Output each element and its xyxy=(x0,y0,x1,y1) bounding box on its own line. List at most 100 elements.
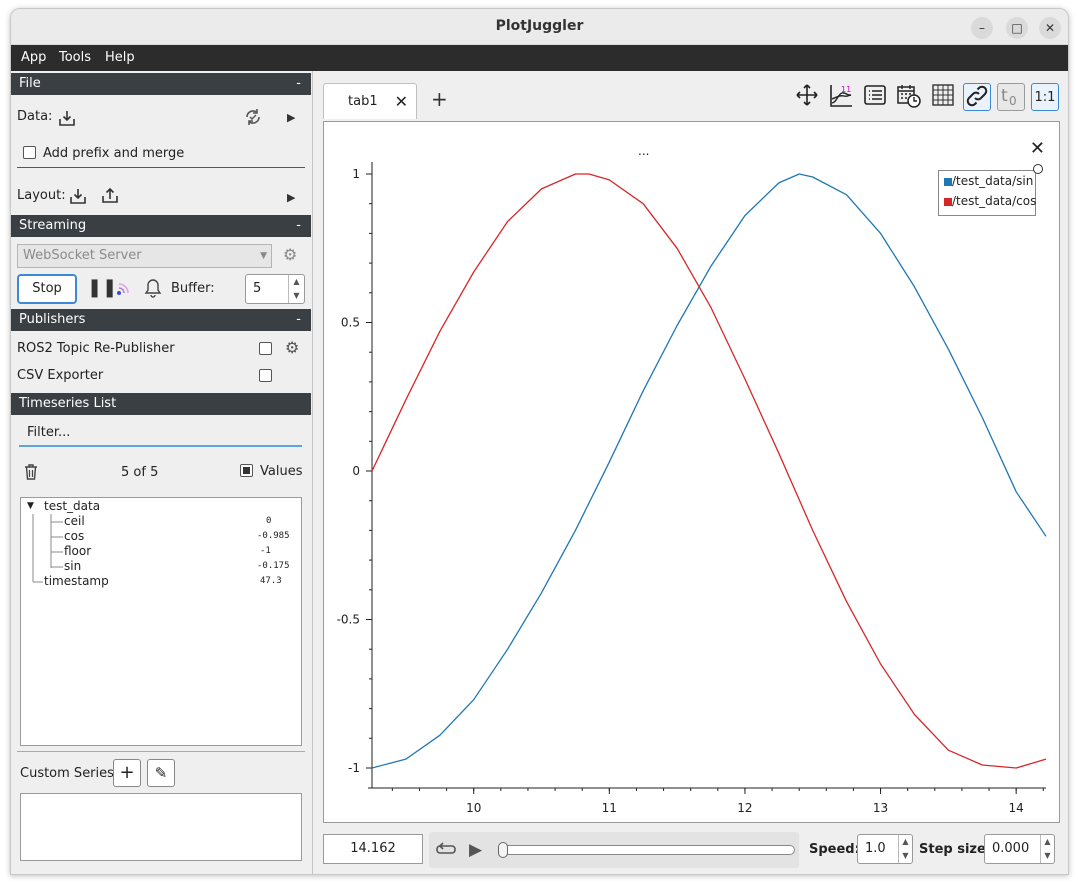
legend-handle[interactable] xyxy=(1033,164,1043,174)
load-layout-icon[interactable] xyxy=(69,187,87,208)
svg-text:11: 11 xyxy=(841,85,851,94)
buffer-value: 5 xyxy=(253,281,262,296)
add-custom-series-button[interactable]: + xyxy=(113,759,141,787)
save-layout-icon[interactable] xyxy=(101,186,119,207)
close-window-button[interactable]: ✕ xyxy=(1039,17,1061,39)
plot-title: ... xyxy=(638,144,650,158)
trash-icon[interactable] xyxy=(23,463,39,484)
values-checkbox[interactable] xyxy=(240,464,253,477)
streaming-settings-gear-icon[interactable]: ⚙ xyxy=(283,245,298,264)
chevron-down-icon: ▼ xyxy=(260,251,267,261)
buffer-label: Buffer: xyxy=(171,281,215,296)
file-collapse-icon[interactable]: - xyxy=(296,76,301,91)
add-prefix-label: Add prefix and merge xyxy=(43,146,185,161)
step-up-arrow-icon[interactable]: ▲ xyxy=(1040,835,1054,849)
publisher-ros2-gear-icon[interactable]: ⚙ xyxy=(285,338,300,357)
add-prefix-checkbox[interactable] xyxy=(23,146,36,159)
tab-close-icon[interactable]: ✕ xyxy=(394,92,408,111)
load-data-icon[interactable] xyxy=(58,109,76,130)
app-window: PlotJuggler – □ ✕ App Tools Help File - … xyxy=(10,8,1069,875)
buffer-spinbox[interactable]: 5 ▲ ▼ xyxy=(245,274,305,304)
data-expand-arrow-icon[interactable]: ▶ xyxy=(287,111,296,124)
loop-icon[interactable] xyxy=(435,842,457,861)
buffer-up-arrow-icon[interactable]: ▲ xyxy=(288,275,304,289)
minimize-button[interactable]: – xyxy=(971,17,993,39)
move-icon[interactable] xyxy=(793,83,821,111)
tree-item-value: -0.985 xyxy=(257,531,290,541)
timeseries-section-header[interactable]: Timeseries List xyxy=(11,393,311,415)
streaming-collapse-icon[interactable]: - xyxy=(296,218,301,233)
tree-row-ceil[interactable]: ceil 0 xyxy=(21,514,301,529)
slider-handle[interactable] xyxy=(498,842,508,858)
reload-icon[interactable] xyxy=(243,107,263,130)
add-tab-button[interactable]: + xyxy=(431,87,448,111)
buffer-down-arrow-icon[interactable]: ▼ xyxy=(288,289,304,303)
tree-branch-lines xyxy=(32,514,63,583)
menu-app[interactable]: App xyxy=(21,50,47,65)
window-title: PlotJuggler xyxy=(495,18,584,34)
link-icon[interactable] xyxy=(963,83,991,111)
streaming-section-header[interactable]: Streaming - xyxy=(11,215,311,237)
tree-row-floor[interactable]: floor -1 xyxy=(21,544,301,559)
bell-icon[interactable] xyxy=(144,278,162,301)
publisher-csv-label: CSV Exporter xyxy=(17,368,104,383)
tree-row-cos[interactable]: cos -0.985 xyxy=(21,529,301,544)
tree-row-timestamp[interactable]: timestamp 47.3 xyxy=(21,574,301,589)
file-section-header[interactable]: File - xyxy=(11,73,311,95)
svg-text:t: t xyxy=(1001,86,1008,106)
tree-row-sin[interactable]: sin -0.175 xyxy=(21,559,301,574)
tree-item-value: -1 xyxy=(260,546,271,556)
speed-down-arrow-icon[interactable]: ▼ xyxy=(898,849,912,863)
playback-bar: 14.162 ▶ Speed: 1.0 ▲ ▼ Step size: 0.000… xyxy=(313,827,1068,871)
streaming-source-select[interactable]: WebSocket Server ▼ xyxy=(17,244,272,268)
tree-item-value: -0.175 xyxy=(257,561,290,571)
play-icon[interactable]: ▶ xyxy=(469,840,483,860)
calendar-clock-icon[interactable] xyxy=(895,83,923,111)
streaming-signal-icon xyxy=(115,281,131,300)
file-section-title: File xyxy=(19,76,41,91)
time-slider[interactable] xyxy=(498,842,795,858)
plot-area[interactable]: ... ✕ 1 0.5 0 -0.5 -1 10 11 12 13 14 /test_data/s… xyxy=(323,121,1060,823)
edit-custom-series-button[interactable]: ✎ xyxy=(147,759,175,787)
tree-item-label: cos xyxy=(64,529,85,543)
list-icon[interactable] xyxy=(861,83,889,111)
publisher-ros2-checkbox[interactable] xyxy=(259,342,272,355)
pause-icon[interactable]: ❚❚ xyxy=(87,277,118,298)
y-tick-label: 1 xyxy=(352,167,360,181)
maximize-button[interactable]: □ xyxy=(1006,17,1028,39)
publishers-section-header[interactable]: Publishers - xyxy=(11,309,311,331)
custom-divider xyxy=(17,751,305,752)
values-check-mark xyxy=(243,467,250,474)
zoom-out-plot-icon[interactable]: 11 xyxy=(827,83,855,111)
tab-tab1[interactable]: tab1 ✕ xyxy=(323,83,417,119)
menu-bar: App Tools Help xyxy=(11,45,1068,71)
tree-item-label: ceil xyxy=(64,514,85,528)
timeseries-tree[interactable]: ▼ test_data ceil 0 cos -0.985 floor -1 s… xyxy=(20,497,302,746)
custom-series-list[interactable] xyxy=(20,793,302,861)
menu-tools[interactable]: Tools xyxy=(59,50,92,65)
publisher-csv-checkbox[interactable] xyxy=(259,369,272,382)
plot-close-icon[interactable]: ✕ xyxy=(1029,138,1045,159)
stop-streaming-button[interactable]: Stop xyxy=(17,274,77,304)
step-down-arrow-icon[interactable]: ▼ xyxy=(1040,849,1054,863)
expand-arrow-icon[interactable]: ▼ xyxy=(27,501,34,511)
speed-spinbox[interactable]: 1.0 ▲ ▼ xyxy=(857,834,913,864)
legend[interactable]: /test_data/sin /test_data/cos xyxy=(938,170,1036,216)
ratio-button[interactable]: 1:1 xyxy=(1031,83,1059,111)
legend-label-cos: /test_data/cos xyxy=(952,194,1037,208)
tree-row-test-data[interactable]: ▼ test_data xyxy=(21,499,301,514)
speed-value: 1.0 xyxy=(865,841,886,856)
publishers-section-title: Publishers xyxy=(19,312,86,327)
publishers-collapse-icon[interactable]: - xyxy=(296,312,301,327)
layout-expand-arrow-icon[interactable]: ▶ xyxy=(287,191,296,204)
legend-label-sin: /test_data/sin xyxy=(952,174,1034,188)
filter-input[interactable]: Filter... xyxy=(19,421,302,447)
step-size-spinbox[interactable]: 0.000 ▲ ▼ xyxy=(984,834,1055,864)
menu-help[interactable]: Help xyxy=(105,50,135,65)
speed-up-arrow-icon[interactable]: ▲ xyxy=(898,835,912,849)
grid-icon[interactable] xyxy=(929,83,957,111)
step-size-label: Step size: xyxy=(919,842,992,857)
time-display[interactable]: 14.162 xyxy=(323,834,423,864)
